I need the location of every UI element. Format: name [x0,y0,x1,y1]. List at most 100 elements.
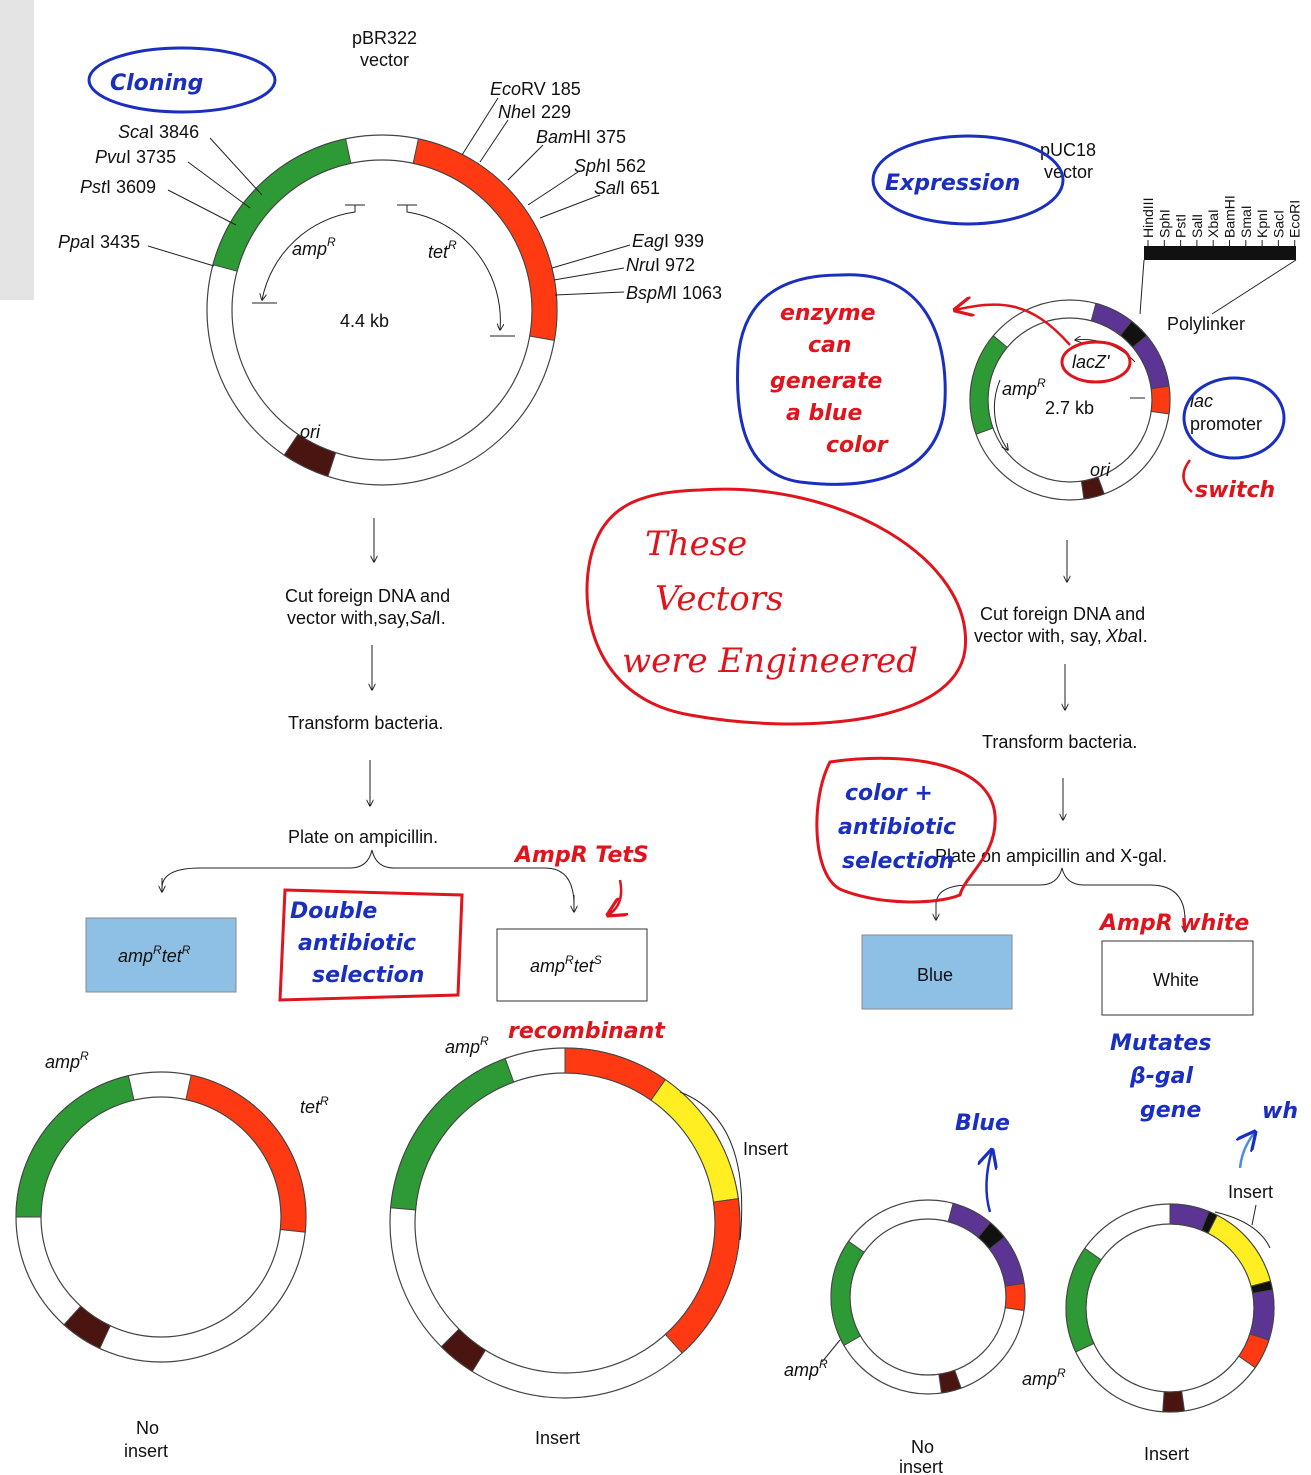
amp-segment [15,1075,135,1218]
wh-note: wh [1262,1099,1298,1124]
lacz-segment-part2 [1132,335,1170,390]
amp-white-note: AmpR white [1098,911,1249,936]
site-bspmi: BspMI 1063 [626,283,722,303]
ori-segment [1162,1390,1186,1413]
pbr-no-insert-plasmid [15,1071,307,1363]
puc-insert-amp-label: ampR [1022,1366,1066,1389]
insert-segment-label: Insert [743,1139,788,1159]
switch-note: switch [1195,478,1275,503]
no-insert-tet-label: tetR [300,1094,329,1117]
double-selection-line3: selection [312,963,424,988]
site-nhei: NheI 229 [498,102,571,122]
lac-promoter-segment [1004,1282,1026,1312]
polylinker-bar [1144,246,1296,260]
ori-segment [283,433,337,478]
recombinant-note: recombinant [508,1019,666,1044]
engineered-note-line1: These [645,524,747,564]
site-eagi: EagI 939 [632,231,704,251]
polylinker-site-label: SacI [1270,210,1286,238]
pbr322-subtitle: vector [360,50,409,70]
left-step-plate: Plate on ampicillin. [288,827,438,847]
puc18-subtitle: vector [1044,162,1093,182]
puc-no-insert-caption-line2: insert [899,1457,943,1475]
blue-colony-box [861,934,1013,1010]
lacz-circle [1060,340,1132,384]
insert-bracket [679,1091,743,1241]
puc-size: 2.7 kb [1045,398,1094,418]
pbr-insert-plasmid [389,1047,743,1399]
amp-segment [1065,1247,1102,1353]
site-sali: SalI 651 [594,178,660,198]
polylinker-sites: HindIII SphI PstI SalI XbaI BamHI SmaI KpnI SacI… [1140,195,1303,246]
amp-segment [212,138,352,272]
amp-arrow [262,205,356,300]
blue-colony-label: Blue [917,965,953,985]
site-psti: PstI 3609 [80,177,156,197]
amp-segment [390,1057,515,1211]
puc-no-insert-amp-label: ampR [784,1357,828,1380]
restriction-sites-left: ScaI 3846 PvuI 3735 PstI 3609 PpaI 3435 [58,122,263,267]
engineered-note-line3: were Engineered [622,641,918,681]
enzyme-note-line4: a blue [786,401,862,426]
puc-insert-segment-label: Insert [1228,1182,1273,1202]
tet-segment-part2 [664,1198,741,1354]
white-colony-box [1101,940,1254,1016]
right-step-plate: Plate on ampicillin and X-gal. [935,846,1167,866]
tet-segment-part1 [564,1047,667,1101]
polylinker-site-label: XbaI [1205,209,1221,238]
amp-label: ampR [292,235,336,259]
amp-segment [830,1240,865,1347]
switch-hook [1182,459,1193,493]
polylinker-site-label: SmaI [1238,205,1254,238]
ori-segment [938,1369,962,1394]
color-selection-line1: color + [845,781,933,806]
lac-promoter-segment [1238,1333,1270,1369]
insert-segment [650,1078,739,1203]
amp-r-tet-r-box [85,917,237,993]
polylinker-site-label: SphI [1156,209,1172,238]
ori-segment [63,1305,111,1350]
left-step-cut-line1: Cut foreign DNA and [285,586,450,606]
insert-segment [1207,1214,1272,1287]
mutates-line2: β-gal [1129,1064,1193,1089]
mutates-line1: Mutates [1110,1031,1211,1056]
color-selection-line3: selection [842,849,954,874]
polylinker-site-label: HindIII [1140,198,1156,238]
polylinker-site-label: SalI [1189,214,1205,238]
left-step-transform: Transform bacteria. [288,713,443,733]
lac-label: lac [1190,391,1213,411]
lacz-label: lacZ' [1072,352,1110,372]
lac-promoter-segment [1150,385,1171,415]
ori-label: ori [300,422,321,442]
cloning-circle [87,46,277,114]
plasmid-size: 4.4 kb [340,311,389,331]
puc18-plasmid [969,299,1171,501]
site-ecorv: EcoRV 185 [490,79,581,99]
enzyme-arrow [955,305,1071,346]
tet-label: tetR [428,238,457,262]
puc18-title: pUC18 [1040,140,1096,160]
expression-circle [871,134,1065,226]
cloning-note: Cloning [110,71,203,96]
no-insert-caption-line1: No [136,1418,159,1438]
amp-r-tet-s-box [496,928,648,1002]
right-step-cut-line2: vector with, say, XbaI. [974,626,1148,646]
site-bamhi: BamHI 375 [536,127,626,147]
site-ppai: PpaI 3435 [58,232,140,252]
blue-note-arrow [986,1150,992,1213]
amp-r-tet-r-label: ampRtetR [118,943,191,966]
ori-segment [440,1328,487,1373]
insert-amp-label: ampR [445,1034,489,1057]
enzyme-note-line1: enzyme [780,301,876,326]
expression-note: Expression [885,171,1020,196]
wh-note-arrow [1240,1132,1255,1169]
amp-tet-arrow [608,879,621,915]
engineered-note-outline [585,487,967,726]
left-step-cut-line2: vector with,say,SalI. [287,608,446,628]
polylinker-label: Polylinker [1167,314,1245,334]
puc-no-insert-plasmid [821,1199,1026,1395]
puc-amp-arrow [993,379,1008,450]
promoter-circle [1182,376,1286,460]
site-sphi: SphI 562 [574,156,646,176]
